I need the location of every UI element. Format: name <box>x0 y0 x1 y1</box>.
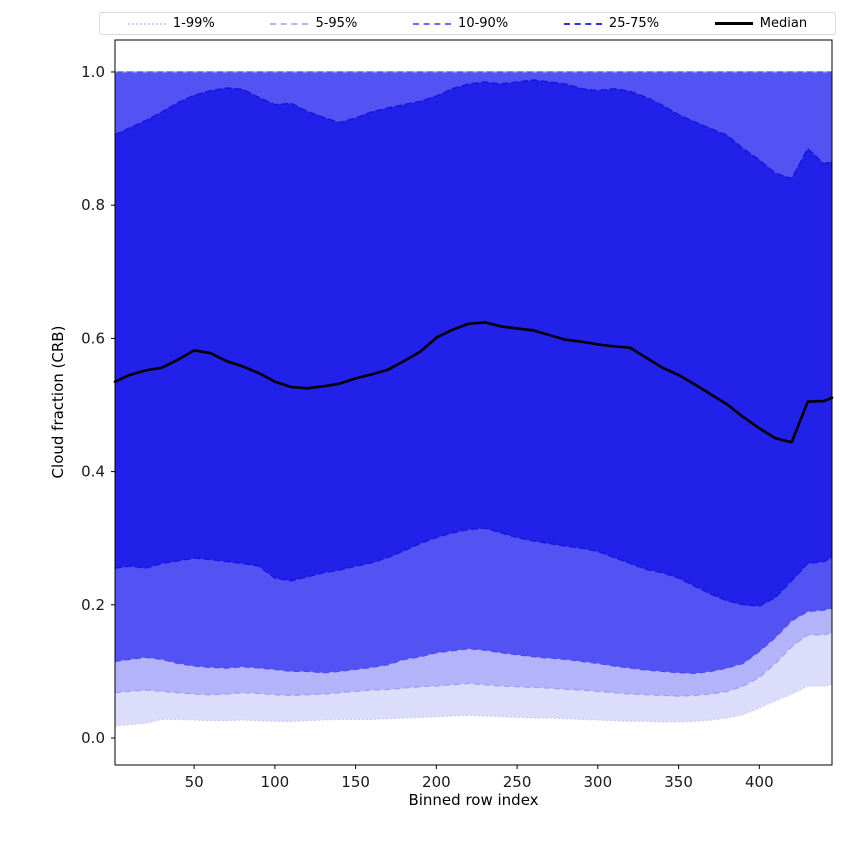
band-lower-edge-1-99% <box>114 684 833 727</box>
y-tick-label: 0.0 <box>81 729 105 747</box>
legend-label: Median <box>759 16 808 31</box>
legend-label: 1-99% <box>172 16 215 31</box>
legend-item-1-99-: 1-99% <box>127 16 215 31</box>
legend-item-25-75-: 25-75% <box>563 16 660 31</box>
legend-line-sample <box>127 22 166 25</box>
legend-label: 5-95% <box>315 16 358 31</box>
legend-line-sample <box>270 22 309 25</box>
plot-frame <box>114 39 833 766</box>
band-lower-edge-5-95% <box>114 632 833 697</box>
y-tick-label: 1.0 <box>81 63 105 81</box>
legend-line-sample <box>563 22 602 25</box>
legend-item-10-90-: 10-90% <box>413 17 508 30</box>
legend-line-sample <box>714 22 753 25</box>
median-line <box>113 321 834 444</box>
y-tick-label: 0.4 <box>81 463 105 481</box>
x-tick-label: 50 <box>185 773 204 791</box>
band-upper-edge-25-75% <box>114 79 833 180</box>
band-25-75% <box>115 79 832 607</box>
y-tick-label: 0.6 <box>81 329 105 347</box>
legend-label: 25-75% <box>608 16 660 31</box>
legend-item-median: Median <box>714 16 808 31</box>
legend-label: 10-90% <box>458 16 509 31</box>
band-lower-edge-10-90% <box>114 607 833 675</box>
y-tick-label: 0.8 <box>81 196 105 214</box>
y-tick-label: 0.2 <box>81 596 105 614</box>
band-lower-edge-25-75% <box>114 527 833 607</box>
legend-item-5-95-: 5-95% <box>270 17 357 30</box>
legend-line-sample <box>413 22 452 25</box>
x-tick-label: 100 <box>261 773 290 791</box>
x-tick-label: 400 <box>745 773 774 791</box>
x-tick-label: 300 <box>584 773 613 791</box>
x-tick-label: 200 <box>422 773 451 791</box>
x-tick-label: 250 <box>503 773 532 791</box>
y-axis-label: Cloud fraction (CRB) <box>49 325 67 479</box>
x-tick-label: 350 <box>664 773 693 791</box>
x-axis-label: Binned row index <box>408 791 539 809</box>
x-tick-label: 150 <box>341 773 370 791</box>
legend: 1-99% 5-95% 10-90% 25-75% Median <box>99 12 836 35</box>
